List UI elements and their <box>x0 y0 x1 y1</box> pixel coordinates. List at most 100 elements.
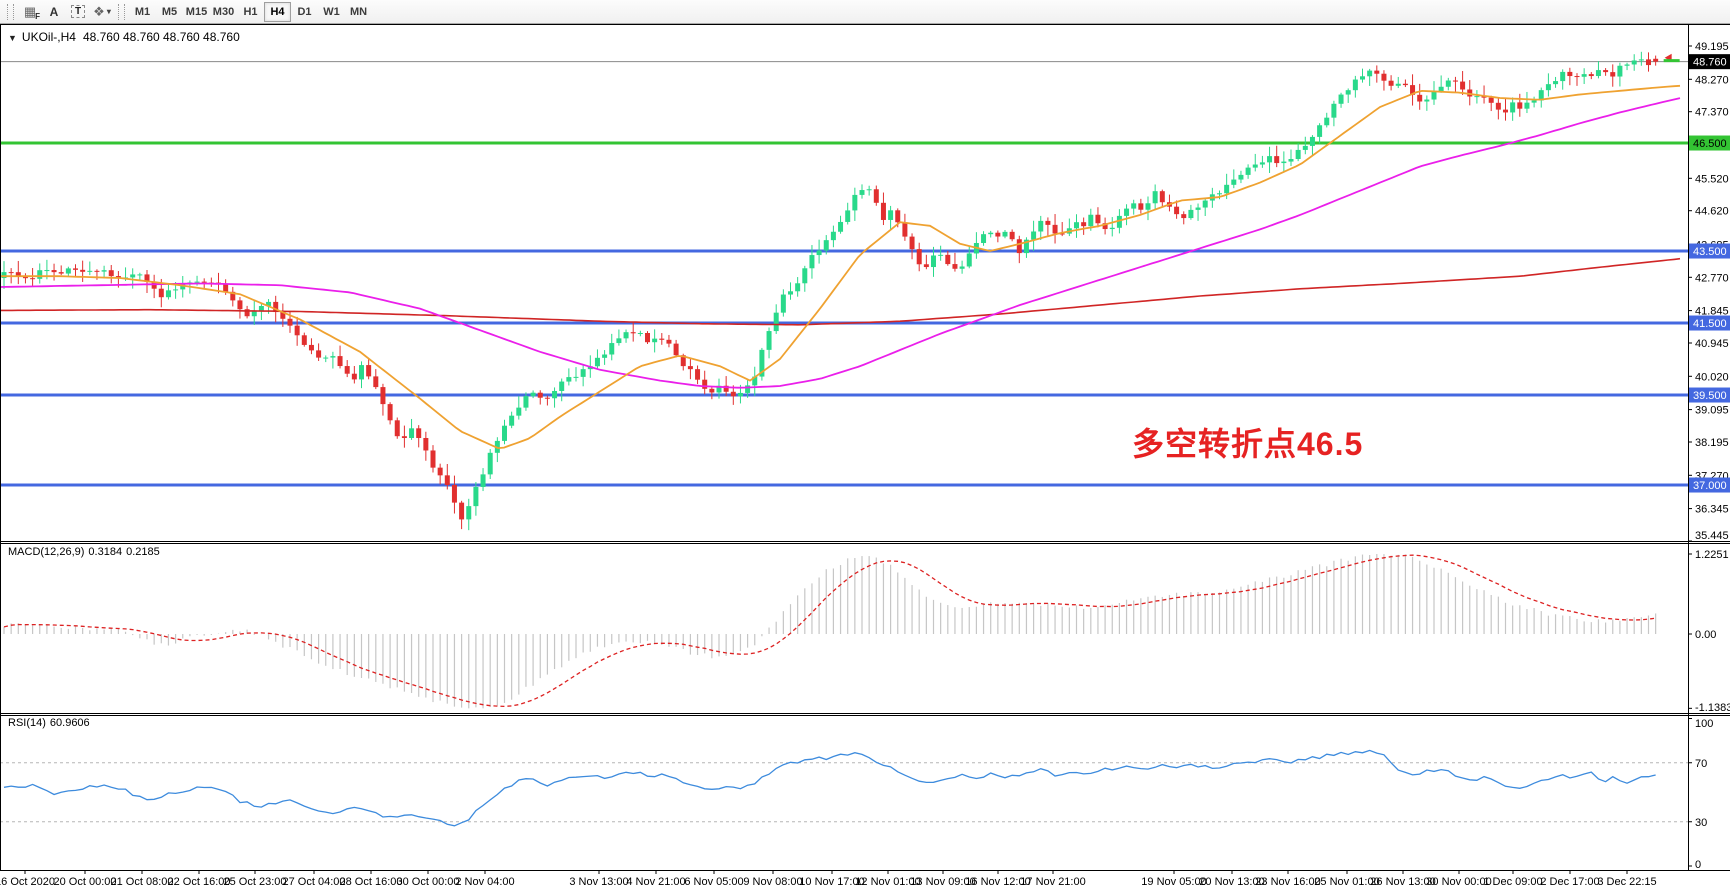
time-tick-label: 16 Nov 12:00 <box>965 876 1030 888</box>
time-tick-label: 21 Oct 08:00 <box>111 876 174 888</box>
price-badge <box>1689 387 1730 403</box>
font-a-glyph: A <box>49 4 59 19</box>
price-badge <box>1689 54 1730 70</box>
price-tick-label: 49.195 <box>1695 41 1729 53</box>
ohlc-values: 48.760 48.760 48.760 48.760 <box>82 30 240 44</box>
macd-pane-label: MACD(12,26,9) 0.3184 0.2185 <box>8 546 164 558</box>
price-badge-label: 39.500 <box>1693 390 1727 402</box>
timeframe-group: M1 M5 M15 M30 H1 H4 D1 W1 MN <box>129 1 372 22</box>
price-scale[interactable]: 49.19548.27047.37045.52044.62043.68542.7… <box>1688 41 1730 542</box>
price-tick-label: 40.020 <box>1695 371 1729 383</box>
time-tick-label: 12 Nov 01:00 <box>855 876 920 888</box>
price-tick-label: 38.195 <box>1695 437 1729 449</box>
text-annotation[interactable]: 多空转折点46.5 <box>1132 426 1364 462</box>
price-tick-label: 35.445 <box>1695 530 1729 542</box>
rsi-line <box>3 749 1656 827</box>
grid-f-label: F <box>35 11 40 21</box>
time-tick-label: 22 Oct 16:00 <box>168 876 231 888</box>
macd-label: MACD(12,26,9) <box>8 546 85 558</box>
text-label-icon[interactable]: T <box>66 2 90 22</box>
toolbar-grip[interactable] <box>118 3 125 20</box>
time-tick-label: 28 Oct 16:00 <box>340 876 403 888</box>
timeframe-m15-button[interactable]: M15 <box>183 2 210 22</box>
price-badge <box>1689 243 1730 259</box>
macd-value: 0.3184 <box>88 546 123 558</box>
price-badge <box>1689 135 1730 151</box>
rsi-tick-label: 0 <box>1695 859 1701 871</box>
timeframe-mn-button[interactable]: MN <box>345 2 372 22</box>
macd-signal-line <box>3 554 1656 708</box>
toolbar: ▦ F A T ❖ ▾ M1 M5 M15 M30 H1 H4 D1 W1 MN <box>0 0 1730 24</box>
ma-fast-orange-line <box>0 84 1681 450</box>
timeframe-w1-button[interactable]: W1 <box>318 2 345 22</box>
macd-signal-value: 0.2185 <box>126 546 160 558</box>
macd-tick-label: 1.2251 <box>1695 549 1729 561</box>
price-badge <box>1689 477 1730 493</box>
macd-tick-label: 0.00 <box>1695 629 1716 641</box>
price-tick-label: 44.620 <box>1695 206 1729 218</box>
chart-canvas[interactable]: 49.19548.27047.37045.52044.62043.68542.7… <box>0 24 1730 890</box>
time-tick-label: 9 Nov 08:00 <box>743 876 802 888</box>
price-badge <box>1689 315 1730 331</box>
indicators-icon[interactable]: ❖ ▾ <box>90 2 114 22</box>
price-tick-label: 45.520 <box>1695 173 1729 185</box>
macd-tick-label: -1.1383 <box>1695 702 1730 714</box>
rsi-value: 60.9606 <box>49 717 90 729</box>
price-tick-label: 39.095 <box>1695 405 1729 417</box>
time-tick-label: 3 Nov 13:00 <box>569 876 628 888</box>
time-tick-label: 3 Dec 22:15 <box>1597 876 1656 888</box>
toolbar-grip[interactable] <box>7 3 14 20</box>
timeframe-m30-button[interactable]: M30 <box>210 2 237 22</box>
time-tick-label: 20 Oct 00:00 <box>54 876 117 888</box>
time-tick-label: 23 Nov 16:00 <box>1255 876 1320 888</box>
symbol-label: UKOil-,H4 <box>21 30 76 44</box>
time-tick-label: 26 Nov 13:00 <box>1370 876 1435 888</box>
grid-glyph: ▦ <box>23 3 37 19</box>
time-tick-label: 10 Nov 17:00 <box>799 876 864 888</box>
time-tick-label: 30 Nov 00:00 <box>1426 876 1491 888</box>
price-tick-label: 42.770 <box>1695 272 1729 284</box>
rsi-tick-label: 100 <box>1695 718 1713 730</box>
time-tick-label: 6 Nov 05:00 <box>684 876 743 888</box>
price-badge-label: 41.500 <box>1693 318 1727 330</box>
price-tick-label: 36.345 <box>1695 504 1729 516</box>
text-label-glyph: T <box>70 5 86 18</box>
timeframe-m1-button[interactable]: M1 <box>129 2 156 22</box>
ma-mid-magenta-line <box>0 97 1681 389</box>
time-tick-label: 17 Nov 21:00 <box>1020 876 1085 888</box>
time-tick-label: 30 Oct 00:00 <box>397 876 460 888</box>
chart-grid-icon[interactable]: ▦ F <box>18 2 42 22</box>
timeframe-d1-button[interactable]: D1 <box>291 2 318 22</box>
price-badge-label: 43.500 <box>1693 246 1727 258</box>
chevron-down-icon[interactable]: ▼ <box>8 33 17 43</box>
time-tick-label: 25 Oct 23:00 <box>224 876 287 888</box>
timeframe-h4-button[interactable]: H4 <box>264 1 291 22</box>
indicators-glyph: ❖ <box>93 3 105 19</box>
rsi-tick-label: 70 <box>1695 758 1707 770</box>
time-tick-label: 27 Oct 04:00 <box>283 876 346 888</box>
price-tick-label: 48.270 <box>1695 74 1729 86</box>
rsi-pane-label: RSI(14) 60.9606 <box>8 717 94 729</box>
rsi-tick-label: 30 <box>1695 817 1707 829</box>
time-tick-label: 2 Dec 17:00 <box>1540 876 1599 888</box>
timeframe-h1-button[interactable]: H1 <box>237 2 264 22</box>
dropdown-arrow-icon: ▾ <box>106 7 111 16</box>
time-tick-label: 16 Oct 2020 <box>0 876 55 888</box>
price-badge-label: 48.760 <box>1693 57 1727 69</box>
rsi-label: RSI(14) <box>8 717 46 729</box>
time-tick-label: 1 Dec 09:00 <box>1483 876 1542 888</box>
time-tick-label: 20 Nov 13:00 <box>1199 876 1264 888</box>
time-tick-label: 25 Nov 01:00 <box>1314 876 1379 888</box>
price-badge-label: 37.000 <box>1693 480 1727 492</box>
time-tick-label: 13 Nov 09:00 <box>910 876 975 888</box>
time-tick-label: 4 Nov 21:00 <box>626 876 685 888</box>
price-tick-label: 40.945 <box>1695 338 1729 350</box>
price-tick-label: 47.370 <box>1695 107 1729 119</box>
timeframe-m5-button[interactable]: M5 <box>156 2 183 22</box>
candles <box>1 51 1659 531</box>
font-a-icon[interactable]: A <box>42 2 66 22</box>
price-badge-label: 46.500 <box>1693 138 1727 150</box>
price-tick-label: 41.845 <box>1695 306 1729 318</box>
